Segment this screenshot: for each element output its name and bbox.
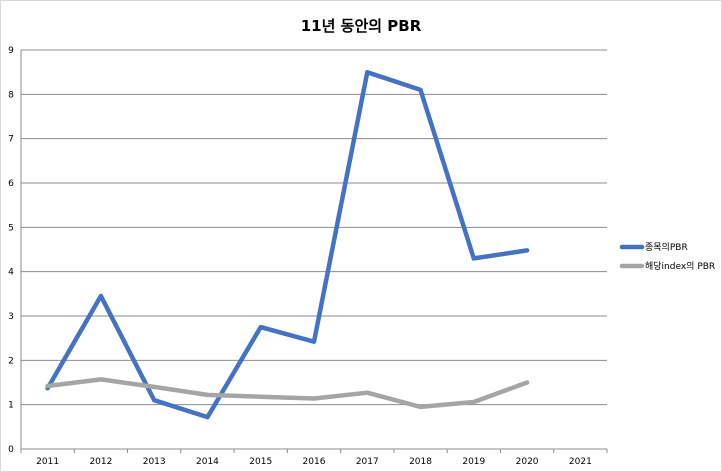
- series-line-0: [45, 69, 530, 420]
- y-tick-label: 2: [8, 356, 14, 366]
- y-tick-label: 5: [8, 223, 14, 233]
- y-tick-label: 1: [8, 401, 14, 411]
- y-tick-label: 9: [8, 46, 14, 56]
- x-tick-label: 2020: [516, 457, 539, 467]
- y-tick-label: 8: [8, 90, 14, 100]
- x-tick-label: 2012: [89, 457, 112, 467]
- legend: 종목의PBR 해당index의 PBR: [619, 242, 715, 272]
- y-tick-label: 7: [8, 135, 14, 145]
- y-tick-label: 0: [8, 445, 14, 455]
- axes: 0 1 2 3 4 5 6 7 8 9 2011 2012 2013 2014 2015 2016 2017 20…: [8, 46, 608, 467]
- x-tick-label: 2016: [303, 457, 326, 467]
- legend-label: 해당index의 PBR: [645, 261, 715, 272]
- x-tick-label: 2014: [196, 457, 219, 467]
- y-tick-label: 3: [8, 312, 14, 322]
- series-line-1: [45, 377, 530, 410]
- chart-title: 11년 동안의 PBR: [301, 17, 422, 35]
- x-tick-label: 2019: [462, 457, 485, 467]
- x-tick-label: 2011: [36, 457, 59, 467]
- x-tick-label: 2018: [409, 457, 432, 467]
- x-tick-label: 2013: [143, 457, 166, 467]
- x-tick-label: 2021: [569, 457, 592, 467]
- series-lines: [45, 69, 530, 420]
- y-tick-label: 6: [8, 179, 14, 189]
- gridlines: [21, 49, 607, 406]
- y-tick-label: 4: [8, 268, 14, 278]
- x-tick-label: 2017: [356, 457, 379, 467]
- x-tick-label: 2015: [249, 457, 272, 467]
- legend-label: 종목의PBR: [645, 242, 688, 253]
